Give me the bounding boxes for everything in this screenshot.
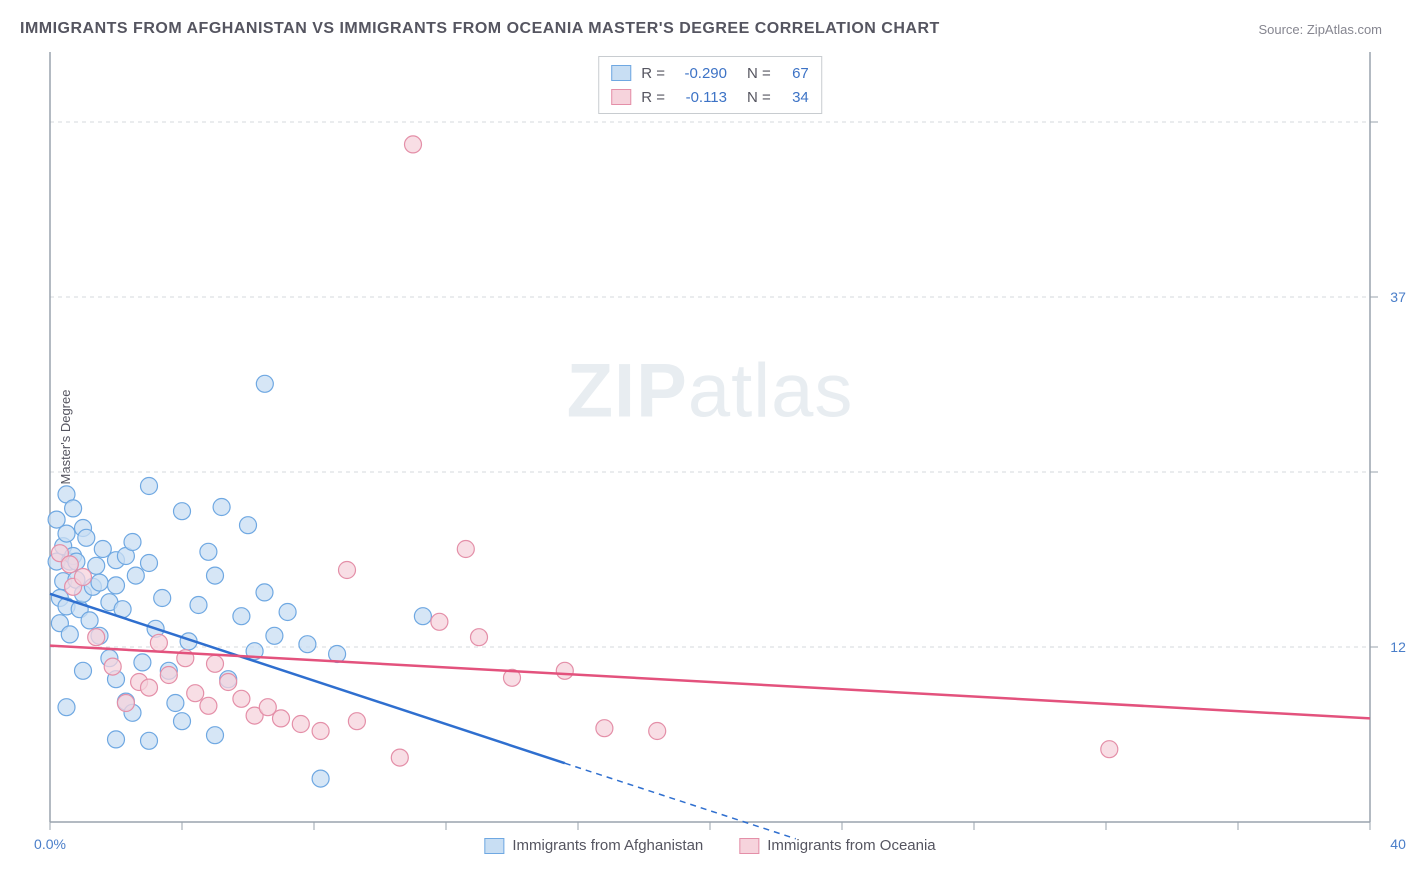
- source-attribution: Source: ZipAtlas.com: [1258, 22, 1382, 37]
- swatch-afghanistan: [484, 838, 504, 854]
- y-tick-label: 37.5%: [1375, 289, 1406, 305]
- scatter-plot: [50, 52, 1370, 822]
- chart-area: Master's Degree ZIPatlas R = -0.290 N = …: [50, 52, 1370, 822]
- series-legend: Immigrants from Afghanistan Immigrants f…: [484, 837, 935, 854]
- legend-label: Immigrants from Oceania: [767, 837, 935, 854]
- legend-label: Immigrants from Afghanistan: [512, 837, 703, 854]
- chart-title: IMMIGRANTS FROM AFGHANISTAN VS IMMIGRANT…: [20, 20, 940, 38]
- swatch-oceania: [739, 838, 759, 854]
- legend-item-oceania: Immigrants from Oceania: [739, 837, 935, 854]
- x-tick-label: 40.0%: [1370, 836, 1406, 852]
- y-tick-label: 12.5%: [1375, 639, 1406, 655]
- legend-item-afghanistan: Immigrants from Afghanistan: [484, 837, 703, 854]
- x-tick-label: 0.0%: [34, 836, 66, 852]
